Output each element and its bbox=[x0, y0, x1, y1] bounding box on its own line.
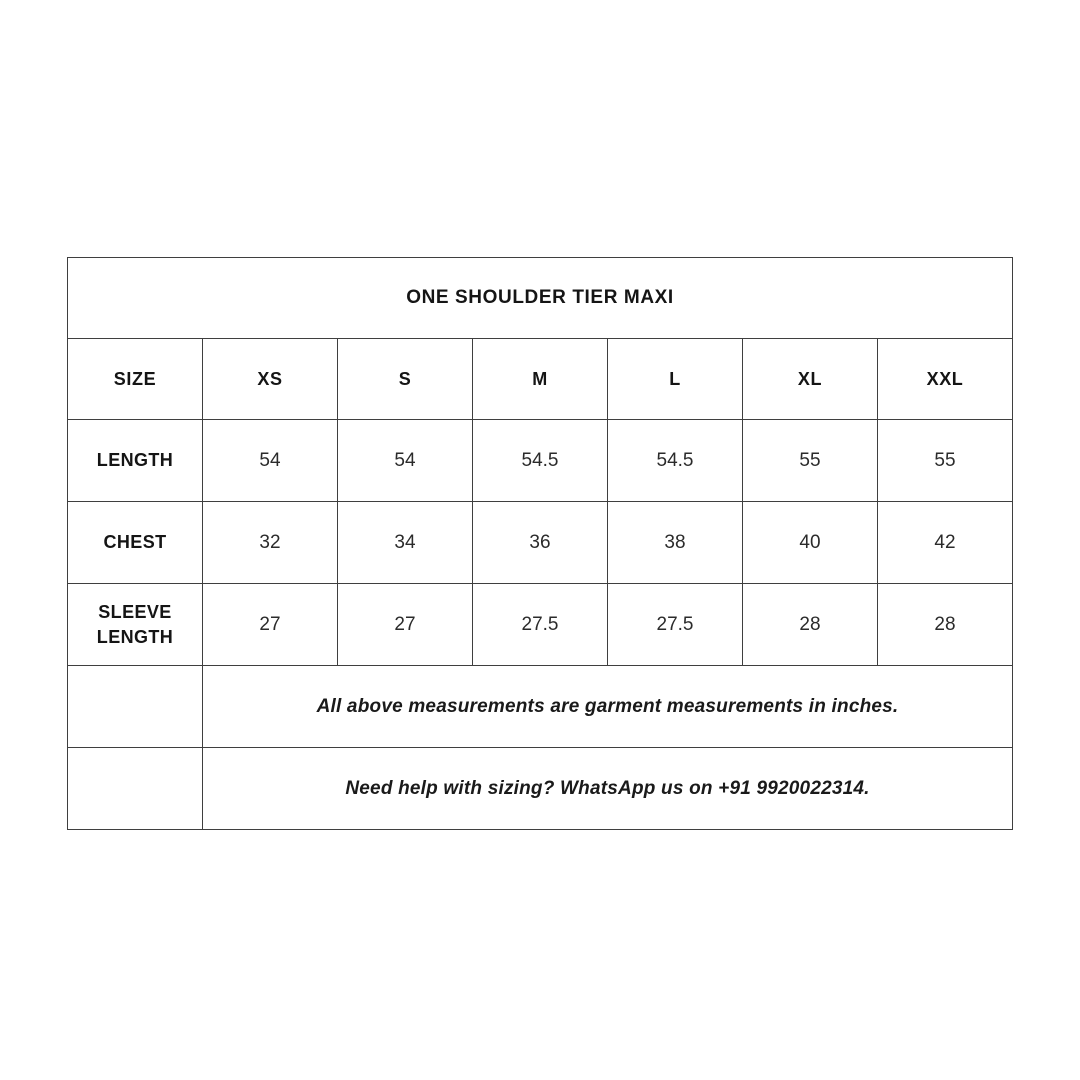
chest-value-l: 38 bbox=[607, 501, 743, 584]
units-note: All above measurements are garment measu… bbox=[202, 665, 1013, 748]
header-cell-l: L bbox=[607, 338, 743, 420]
header-cell-size: SIZE bbox=[67, 338, 203, 420]
note-row-whatsapp: Need help with sizing? WhatsApp us on +9… bbox=[67, 747, 1013, 830]
header-row: SIZE XS S M L XL XXL bbox=[67, 338, 1013, 420]
header-cell-m: M bbox=[472, 338, 608, 420]
row-label-chest: CHEST bbox=[67, 501, 203, 584]
table-row-chest: CHEST 32 34 36 38 40 42 bbox=[67, 501, 1013, 584]
header-cell-xl: XL bbox=[742, 338, 878, 420]
chest-value-s: 34 bbox=[337, 501, 473, 584]
sleeve-value-xl: 28 bbox=[742, 583, 878, 666]
empty-cell bbox=[67, 747, 203, 830]
table-row-sleeve-length: SLEEVE LENGTH 27 27 27.5 27.5 28 28 bbox=[67, 583, 1013, 666]
row-label-length: LENGTH bbox=[67, 419, 203, 502]
title-row: ONE SHOULDER TIER MAXI bbox=[67, 257, 1013, 339]
sleeve-value-s: 27 bbox=[337, 583, 473, 666]
chest-value-xl: 40 bbox=[742, 501, 878, 584]
whatsapp-help-note: Need help with sizing? WhatsApp us on +9… bbox=[202, 747, 1013, 830]
length-value-m: 54.5 bbox=[472, 419, 608, 502]
sleeve-value-l: 27.5 bbox=[607, 583, 743, 666]
length-value-l: 54.5 bbox=[607, 419, 743, 502]
size-chart-table: ONE SHOULDER TIER MAXI SIZE XS S M L XL … bbox=[67, 257, 1013, 830]
chart-title: ONE SHOULDER TIER MAXI bbox=[67, 257, 1013, 339]
header-cell-s: S bbox=[337, 338, 473, 420]
note-row-units: All above measurements are garment measu… bbox=[67, 665, 1013, 748]
sleeve-value-m: 27.5 bbox=[472, 583, 608, 666]
length-value-s: 54 bbox=[337, 419, 473, 502]
header-cell-xxl: XXL bbox=[877, 338, 1013, 420]
header-cell-xs: XS bbox=[202, 338, 338, 420]
sleeve-value-xs: 27 bbox=[202, 583, 338, 666]
row-label-sleeve-length: SLEEVE LENGTH bbox=[67, 583, 203, 666]
length-value-xxl: 55 bbox=[877, 419, 1013, 502]
empty-cell bbox=[67, 665, 203, 748]
sleeve-value-xxl: 28 bbox=[877, 583, 1013, 666]
chest-value-xs: 32 bbox=[202, 501, 338, 584]
chest-value-xxl: 42 bbox=[877, 501, 1013, 584]
length-value-xs: 54 bbox=[202, 419, 338, 502]
chest-value-m: 36 bbox=[472, 501, 608, 584]
table-row-length: LENGTH 54 54 54.5 54.5 55 55 bbox=[67, 419, 1013, 502]
length-value-xl: 55 bbox=[742, 419, 878, 502]
